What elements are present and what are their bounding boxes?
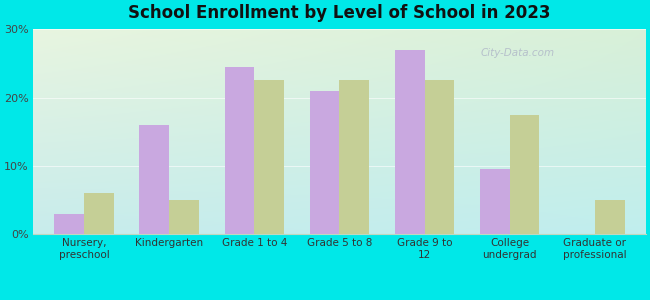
Bar <box>254 80 284 234</box>
Bar <box>339 80 369 234</box>
Bar <box>595 200 625 234</box>
Bar <box>169 200 199 234</box>
Bar <box>224 67 254 234</box>
Bar <box>424 80 454 234</box>
Bar <box>510 115 540 234</box>
Bar <box>84 193 114 234</box>
Text: City-Data.com: City-Data.com <box>480 48 554 58</box>
Bar <box>55 214 84 234</box>
Bar <box>309 91 339 234</box>
Title: School Enrollment by Level of School in 2023: School Enrollment by Level of School in … <box>128 4 551 22</box>
Bar <box>395 50 424 234</box>
Bar <box>480 169 510 234</box>
Bar <box>140 125 169 234</box>
